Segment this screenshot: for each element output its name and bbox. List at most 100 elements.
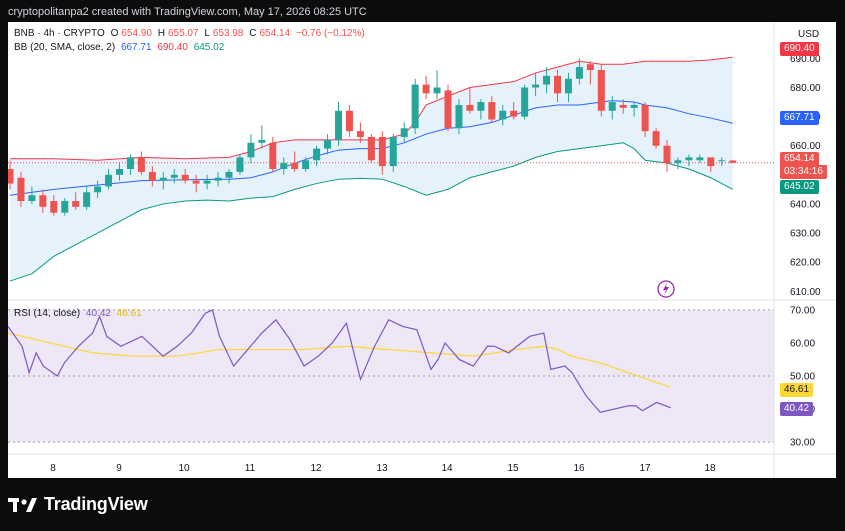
time-axis-tick: 9 (116, 463, 122, 474)
candle-body (28, 195, 36, 202)
candle-body (619, 104, 627, 108)
candle-body (203, 180, 211, 184)
candle-body (685, 157, 693, 161)
bb-mid-tag: 667.71 (780, 111, 819, 125)
candle-body (126, 157, 134, 169)
time-axis-tick: 13 (376, 463, 388, 474)
open-value: 654.90 (121, 28, 152, 39)
candle-body (532, 84, 540, 88)
time-axis-tick: 17 (639, 463, 651, 474)
candle-body (269, 142, 277, 169)
candle-body (608, 102, 616, 111)
candle-body (466, 104, 474, 111)
time-axis-tick: 10 (178, 463, 190, 474)
high-value: 655.07 (167, 28, 199, 39)
bolt-glyph (663, 283, 669, 295)
rsi-axis-tick: 30.00 (790, 438, 815, 449)
candle-body (356, 131, 364, 137)
bb-lower-tag: 645.02 (780, 180, 819, 194)
candle-body (400, 128, 408, 137)
chart-panel: 610.00620.00630.00640.00650.00660.00670.… (8, 22, 836, 478)
candle-body (641, 104, 649, 132)
candle-body (367, 136, 375, 161)
candle-body (663, 145, 671, 164)
time-axis-tick: 18 (704, 463, 716, 474)
candle-body (137, 157, 145, 172)
countdown-tag: 03:34:16 (780, 165, 827, 179)
price-tag: 654.14 (780, 152, 819, 166)
candle-body (247, 142, 255, 158)
candle-body (411, 84, 419, 129)
candle-body (302, 160, 310, 169)
candle-body (291, 163, 299, 169)
candle-body (422, 84, 430, 94)
price-axis-tick: 630.00 (790, 229, 821, 240)
candle-body (225, 171, 233, 178)
candle-body (94, 186, 102, 193)
price-axis-tick: 620.00 (790, 258, 821, 269)
rsi-axis-tick: 60.00 (790, 338, 815, 349)
candle-body (564, 78, 572, 94)
candle-body (345, 110, 353, 132)
price-axis-tick: 680.00 (790, 83, 821, 94)
time-axis-tick: 16 (573, 463, 585, 474)
ohlc-values: O 654.90 H 655.07 L 653.98 C 654.14 −0.76 (−… (110, 28, 365, 39)
candle-body (477, 102, 485, 111)
candle-body (170, 174, 178, 178)
candle-body (455, 104, 463, 129)
candle-body (521, 87, 529, 117)
candle-body (718, 160, 726, 162)
bb-lower-value: 645.02 (193, 42, 225, 53)
rsi-legend: RSI (14, close) 40.42 46.61 (14, 307, 145, 320)
rsi-axis-tick: 70.00 (790, 305, 815, 316)
close-value: 654.14 (259, 28, 291, 39)
candle-body (543, 75, 551, 85)
footer-brand-text: TradingView (44, 494, 148, 514)
candle-body (510, 110, 518, 117)
candle-body (105, 174, 113, 187)
candle-body (61, 201, 69, 213)
bollinger-band-fill (10, 57, 733, 282)
candle-body (72, 201, 80, 207)
candle-body (707, 157, 715, 167)
candle-body (324, 139, 332, 149)
rsi-line (8, 309, 671, 414)
rsi-ma-line (8, 332, 671, 388)
candle-body (50, 201, 58, 213)
candle-body (116, 169, 123, 175)
footer-brand: TradingView (8, 494, 148, 515)
chart-canvas[interactable]: 610.00620.00630.00640.00650.00660.00670.… (8, 22, 836, 478)
candle-body (597, 70, 605, 111)
candle-body (236, 157, 244, 172)
time-axis-tick: 11 (245, 463, 256, 474)
candle-body (499, 110, 507, 120)
candle-body (148, 171, 156, 181)
price-legend: BNB · 4h · CRYPTO O 654.90 H 655.07 L 653.9… (14, 27, 371, 40)
rsi-axis-tick: 50.00 (790, 372, 815, 383)
price-axis-tick: 660.00 (790, 141, 821, 152)
time-axis-tick: 15 (507, 463, 519, 474)
candle-body (674, 160, 682, 164)
currency-label: USD (798, 29, 820, 40)
candle-body (554, 75, 561, 94)
candle-body (8, 169, 14, 184)
bb-upper-tag: 690.40 (780, 42, 819, 56)
bb-upper-line (10, 56, 733, 161)
bb-upper-value: 690.40 (157, 42, 188, 53)
candle-body (729, 160, 737, 163)
rsi-label: RSI (14, close) (14, 308, 81, 319)
candle-body (39, 195, 47, 207)
rsi-ma-tag: 46.61 (780, 383, 814, 397)
chart-header: cryptopolitanpa2 created with TradingVie… (8, 6, 367, 18)
low-value: 653.98 (212, 28, 244, 39)
rsi-ma-legend-value: 46.61 (116, 308, 142, 319)
candle-body (444, 90, 452, 129)
candle-body (159, 177, 167, 181)
bb-mid-value: 667.71 (120, 42, 152, 53)
candle-body (181, 174, 189, 181)
candle-body (83, 192, 91, 207)
tradingview-logo-icon (8, 497, 37, 512)
price-axis-tick: 690.00 (790, 54, 821, 65)
candle-body (389, 136, 397, 167)
candle-body (192, 180, 200, 184)
